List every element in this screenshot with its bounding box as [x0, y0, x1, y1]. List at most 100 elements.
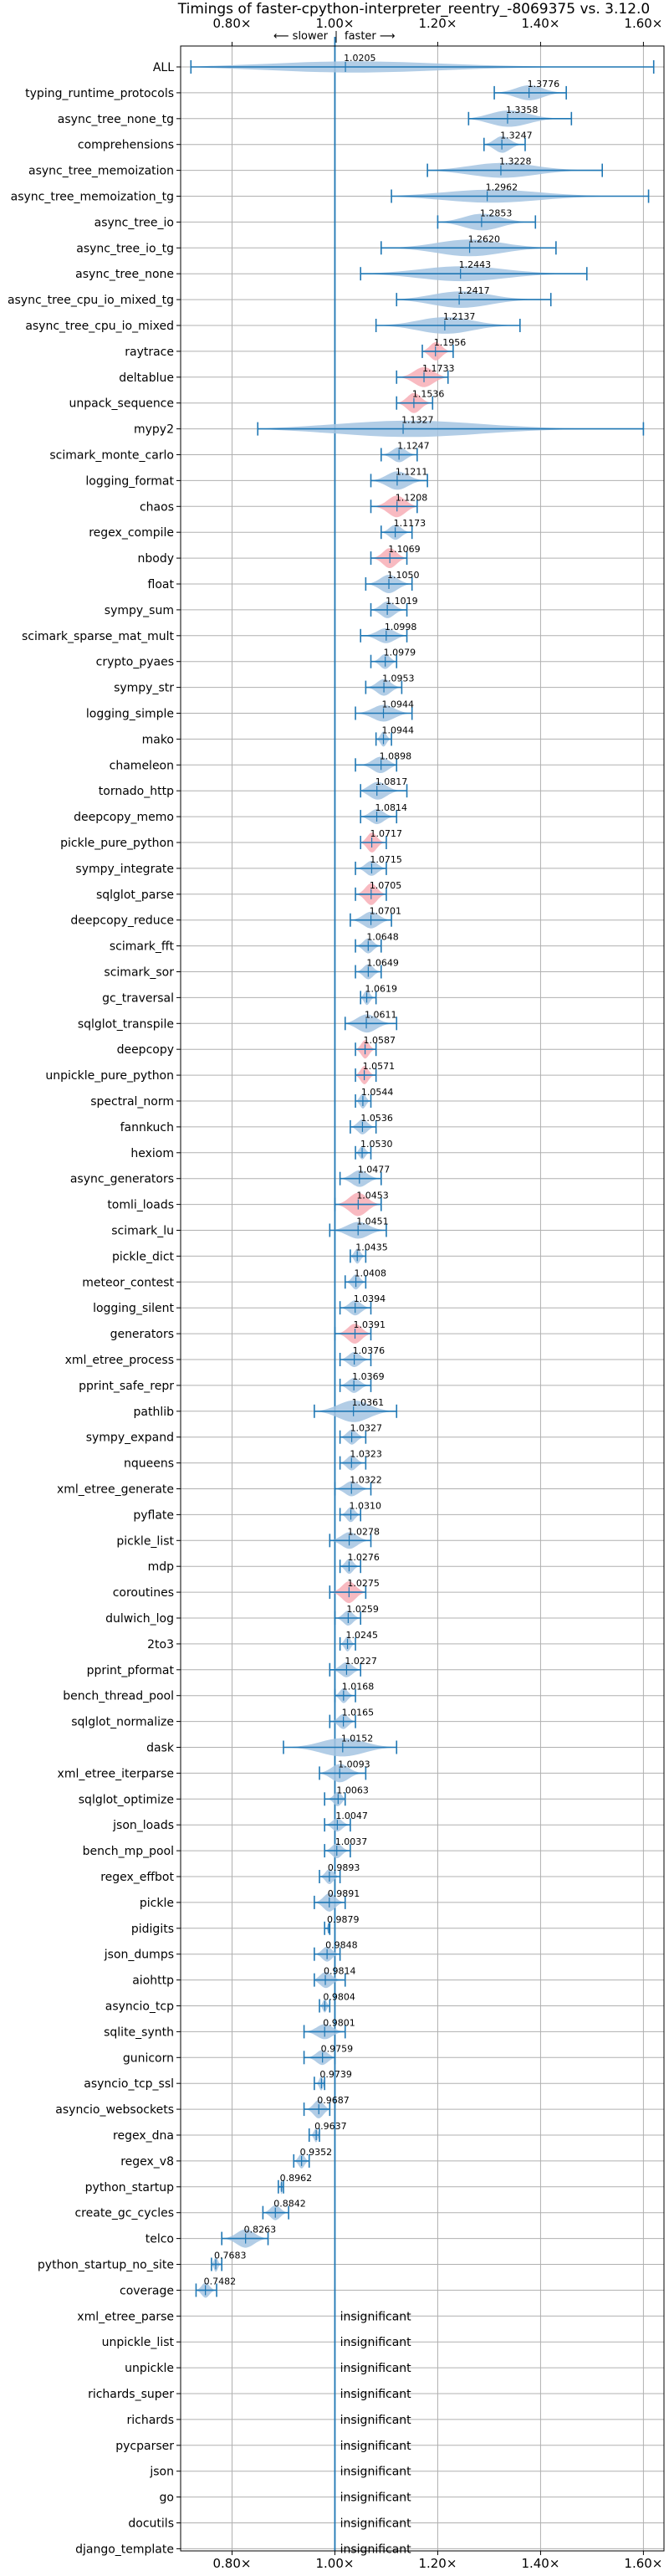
grid-layer: 0.80× 0.80× 1.00× 1.00× 1.20× 1.20× 1.40× 1.40×…	[176, 16, 664, 2571]
value-label: 1.0979	[384, 648, 416, 658]
value-label: 1.1211	[396, 466, 428, 477]
category-label: django_template	[75, 2543, 174, 2556]
category-label: mypy2	[134, 423, 174, 437]
value-label: 1.0093	[338, 1759, 370, 1769]
value-label: 1.3247	[500, 131, 533, 141]
value-label: 1.0453	[356, 1191, 389, 1201]
value-label: 1.0168	[342, 1682, 375, 1693]
value-label: 1.0391	[354, 1319, 386, 1330]
x-tick-label-top: 1.20×	[418, 16, 457, 31]
x-tick-label-bottom: 1.20×	[418, 2556, 457, 2571]
value-label: 1.1173	[394, 518, 426, 529]
category-label: go	[160, 2491, 174, 2505]
value-label: 1.0047	[335, 1810, 368, 1821]
category-label: comprehensions	[78, 139, 174, 152]
category-label: sqlglot_parse	[96, 889, 174, 902]
value-label: 0.9759	[321, 2043, 354, 2054]
value-label: 0.8842	[273, 2199, 306, 2210]
category-label: pidigits	[131, 1923, 174, 1936]
category-label: chameleon	[110, 759, 174, 772]
category-label: deepcopy	[117, 1043, 174, 1057]
x-tick-label-top: 1.00×	[315, 16, 354, 31]
x-tick-label-bottom: 1.00×	[315, 2556, 354, 2571]
category-label: async_tree_cpu_io_mixed	[25, 320, 174, 333]
insignificant-label: insignificant	[340, 2336, 412, 2349]
category-label: raytrace	[125, 346, 174, 359]
value-label: 0.9637	[314, 2121, 347, 2132]
value-label: 1.0530	[360, 1139, 393, 1150]
category-label: mdp	[148, 1560, 175, 1574]
category-label: regex_compile	[89, 526, 174, 540]
category-label: json	[149, 2466, 174, 2479]
category-label: mako	[142, 733, 174, 746]
category-label: bench_thread_pool	[63, 1690, 174, 1703]
category-label: richards_super	[88, 2388, 174, 2401]
category-label: sympy_expand	[86, 1431, 174, 1445]
category-label: async_tree_none	[75, 268, 174, 281]
category-label: sqlglot_normalize	[71, 1716, 174, 1729]
category-label: pickle_dict	[112, 1250, 175, 1263]
category-label: async_tree_none_tg	[58, 113, 174, 126]
category-label: coverage	[120, 2284, 174, 2297]
value-label: 1.0944	[382, 699, 415, 710]
value-label: 1.0152	[341, 1734, 374, 1744]
value-label: 1.1327	[401, 415, 434, 426]
insignificant-label: insignificant	[340, 2362, 412, 2375]
value-label: 1.3776	[528, 79, 560, 90]
x-tick-label-bottom: 0.80×	[213, 2556, 252, 2571]
value-label: 1.1019	[386, 596, 418, 607]
category-label: async_generators	[70, 1173, 174, 1186]
value-label: 1.0477	[358, 1165, 391, 1175]
category-label: ALL	[153, 61, 174, 74]
insignificant-label: insignificant	[340, 2414, 412, 2427]
value-label: 1.0571	[363, 1061, 396, 1072]
value-label: 0.9804	[323, 1992, 355, 2003]
category-label: asyncio_tcp_ssl	[84, 2077, 174, 2091]
value-label: 1.0898	[380, 750, 412, 761]
category-label: docutils	[128, 2517, 174, 2531]
insignificant-label: insignificant	[340, 2517, 412, 2531]
x-tick-label-bottom: 1.40×	[521, 2556, 559, 2571]
value-label: 1.0408	[355, 1268, 387, 1278]
value-label: 1.0063	[336, 1785, 369, 1795]
category-label: sympy_sum	[105, 604, 174, 617]
value-label: 1.0227	[345, 1656, 377, 1667]
category-label: float	[148, 578, 175, 592]
category-label: crypto_pyaes	[96, 656, 174, 669]
value-label: 1.2443	[459, 259, 492, 270]
category-label: async_tree_memoization_tg	[11, 191, 174, 204]
category-label: spectral_norm	[90, 1095, 174, 1109]
category-label: scimark_sparse_mat_mult	[22, 630, 174, 643]
category-label: nqueens	[124, 1457, 174, 1471]
value-label: 0.9739	[319, 2069, 352, 2080]
value-label: 1.3228	[499, 156, 532, 167]
category-label: pycparser	[115, 2440, 174, 2453]
category-label: python_startup_no_site	[38, 2259, 174, 2272]
category-label: logging_format	[85, 474, 174, 488]
category-label: asyncio_websockets	[55, 2103, 174, 2117]
category-label: dulwich_log	[105, 1612, 174, 1626]
value-label: 1.0705	[370, 880, 402, 891]
label-layer: ALL typing_runtime_protocols async_tree_no…	[8, 53, 559, 2556]
category-label: unpickle	[125, 2362, 174, 2375]
category-label: pprint_safe_repr	[79, 1380, 174, 1393]
value-label: 1.1069	[388, 544, 421, 555]
category-label: generators	[110, 1328, 174, 1341]
category-label: nbody	[138, 552, 175, 566]
value-label: 0.9879	[327, 1914, 360, 1925]
category-label: gunicorn	[123, 2051, 174, 2065]
x-tick-label-top: 1.60×	[624, 16, 662, 31]
value-label: 1.0369	[352, 1371, 385, 1382]
category-label: logging_silent	[93, 1302, 174, 1315]
value-label: 1.0451	[356, 1216, 389, 1227]
value-label: 1.0814	[375, 802, 408, 813]
value-label: 0.7683	[214, 2251, 247, 2261]
value-label: 0.9352	[300, 2147, 333, 2158]
category-label: json_dumps	[104, 1949, 174, 1962]
category-label: meteor_contest	[82, 1276, 174, 1289]
category-label: json_loads	[112, 1819, 174, 1832]
category-label: async_tree_cpu_io_mixed_tg	[8, 294, 174, 307]
category-label: scimark_sor	[104, 966, 174, 980]
value-label: 1.0953	[382, 673, 415, 684]
value-label: 1.3358	[506, 105, 539, 115]
